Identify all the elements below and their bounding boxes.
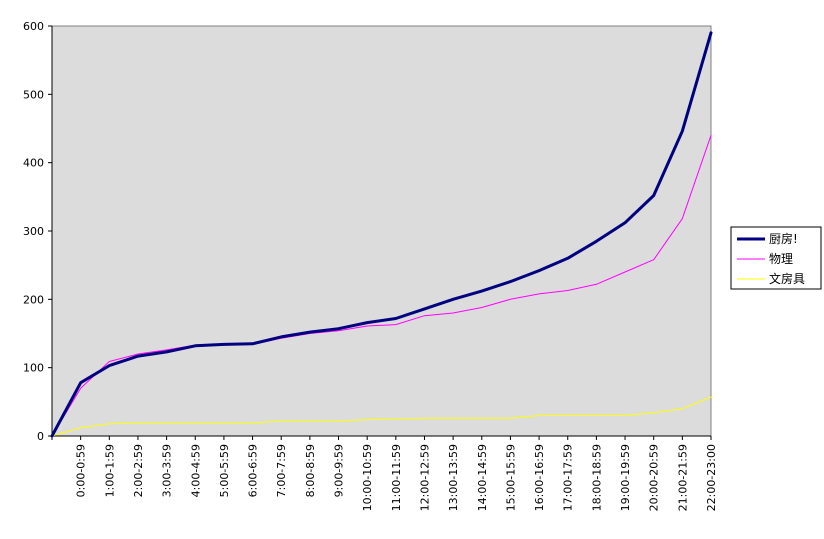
series-lines (50, 31, 713, 438)
series-line-1 (51, 134, 712, 437)
legend: 厨房! 物理 文房具 (730, 226, 822, 290)
x-tick-label: 14:00-14:59 (476, 444, 489, 511)
y-tick-label: 500 (23, 88, 44, 101)
x-tick-label: 8:00-8:59 (304, 444, 317, 497)
y-tick-label: 200 (23, 293, 44, 306)
x-tick-label: 1:00-1:59 (103, 444, 116, 497)
series-line-2 (51, 396, 712, 437)
x-tick-label: 15:00-15:59 (504, 444, 517, 511)
x-tick-label: 4:00-4:59 (189, 444, 202, 497)
series-line-0 (50, 31, 713, 438)
x-tick-label: 3:00-3:59 (161, 444, 174, 497)
legend-label-physics: 物理 (769, 252, 793, 266)
x-tick-label: 19:00-19:59 (619, 444, 632, 511)
y-tick-label: 300 (23, 225, 44, 238)
x-tick-label: 22:00-23:00 (705, 444, 718, 511)
x-tick-label: 0:00-0:59 (75, 444, 88, 497)
x-tick-label: 6:00-6:59 (247, 444, 260, 497)
y-axis: 0 100 200 300 400 500 600 (23, 20, 53, 443)
x-tick-label: 5:00-5:59 (218, 444, 231, 497)
x-tick-label: 17:00-17:59 (562, 444, 575, 511)
x-tick-label: 13:00-13:59 (447, 444, 460, 511)
x-tick-label: 21:00-21:59 (676, 444, 689, 511)
x-tick-label: 12:00-12:59 (418, 444, 431, 511)
x-tick-label: 18:00-18:59 (590, 444, 603, 511)
x-tick-label: 9:00-9:59 (333, 444, 346, 497)
x-tick-label: 10:00-10:59 (361, 444, 374, 511)
legend-label-kitchen: 厨房! (769, 231, 798, 246)
x-tick-label: 11:00-11:59 (390, 444, 403, 511)
x-tick-label: 16:00-16:59 (533, 444, 546, 511)
plot-area (51, 25, 712, 437)
y-tick-label: 600 (23, 20, 44, 33)
x-tick-label: 20:00-20:59 (648, 444, 661, 511)
x-axis: 0:00-0:59 1:00-1:59 2:00-2:59 3:00-3:59 4:00… (51, 435, 718, 511)
x-tick-label: 7:00-7:59 (275, 444, 288, 497)
y-tick-label: 400 (23, 157, 44, 170)
y-tick-label: 0 (37, 430, 44, 443)
legend-label-stationery: 文房具 (769, 271, 805, 286)
y-tick-label: 100 (23, 362, 44, 375)
x-tick-label: 2:00-2:59 (132, 444, 145, 497)
